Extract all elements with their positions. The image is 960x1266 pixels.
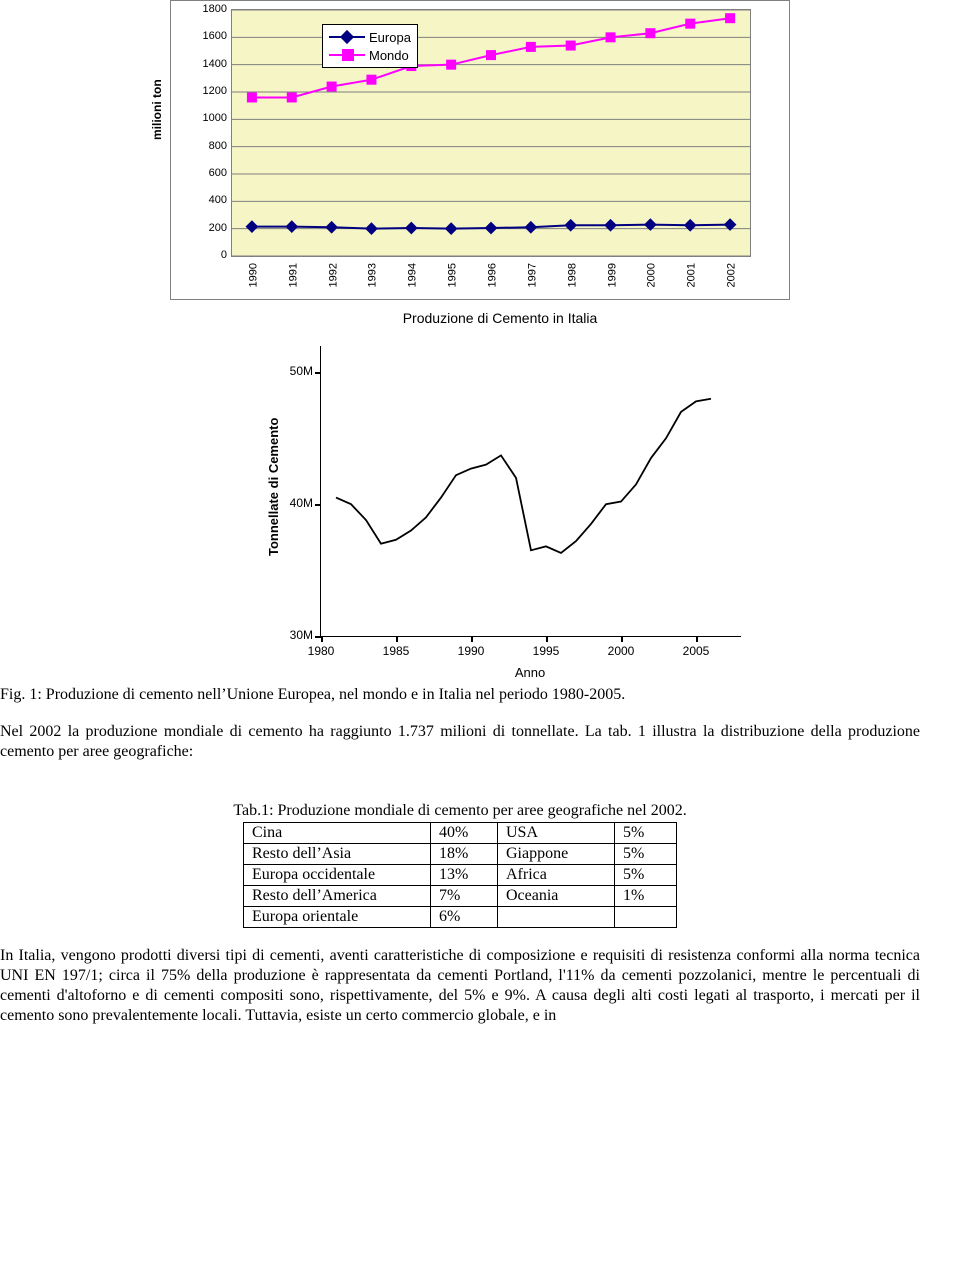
chart2-title: Produzione di Cemento in Italia	[260, 310, 740, 326]
chart2-plot-area: Tonnellate di Cemento 30M40M50M198019851…	[320, 346, 741, 637]
chart2-svg	[321, 346, 741, 636]
table-cell: USA	[498, 823, 615, 844]
paragraph-1: Nel 2002 la produzione mondiale di cemen…	[0, 722, 920, 762]
table-cell: Europa orientale	[244, 907, 431, 928]
chart1-outer-frame: Europa Mondo 0 200 400 600 800 1000 1200 1400 16…	[170, 0, 790, 300]
table-cell	[498, 907, 615, 928]
table-cell: 40%	[431, 823, 498, 844]
legend-row-mondo: Mondo	[329, 46, 411, 64]
chart1-ytick: 400	[193, 194, 227, 206]
table-row: Europa occidentale13%Africa5%	[244, 865, 677, 886]
table-cell: 13%	[431, 865, 498, 886]
table-row: Resto dell’America7%Oceania1%	[244, 886, 677, 907]
table-cell: 1%	[615, 886, 677, 907]
chart1-ylabel: milioni ton	[150, 79, 164, 140]
chart1-xtick: 1998	[566, 263, 578, 287]
chart1-ytick: 1400	[193, 58, 227, 70]
table-cell: Giappone	[498, 844, 615, 865]
chart2-xtick: 2005	[676, 644, 716, 658]
legend-row-europa: Europa	[329, 28, 411, 46]
chart1-container: milioni ton Europa Mondo 020040060080010…	[170, 0, 920, 300]
chart1-svg	[232, 10, 750, 256]
chart1-xtick: 2000	[646, 263, 658, 287]
chart1-xtick: 1995	[447, 263, 459, 287]
chart2-container: Produzione di Cemento in Italia Tonnella…	[260, 310, 740, 680]
table-cell: 5%	[615, 865, 677, 886]
table-cell: 5%	[615, 823, 677, 844]
table-row: Resto dell’Asia18%Giappone5%	[244, 844, 677, 865]
chart2-xtick: 1990	[451, 644, 491, 658]
table-row: Europa orientale6%	[244, 907, 677, 928]
table-cell: 7%	[431, 886, 498, 907]
chart2-xtick: 1980	[301, 644, 341, 658]
chart1-xtick: 1997	[526, 263, 538, 287]
chart2-xtick: 1995	[526, 644, 566, 658]
chart1-xtick: 2002	[726, 263, 738, 287]
chart1-ytick: 200	[193, 222, 227, 234]
chart1-xtick: 1994	[407, 263, 419, 287]
chart2-xtick: 1985	[376, 644, 416, 658]
paragraph-2: In Italia, vengono prodotti diversi tipi…	[0, 946, 920, 1026]
chart1-ytick: 800	[193, 140, 227, 152]
table-caption: Tab.1: Produzione mondiale di cemento pe…	[0, 802, 920, 820]
chart1-ytick: 1800	[193, 3, 227, 15]
chart2-ytick: 40M	[279, 496, 313, 510]
chart2-xlabel: Anno	[320, 665, 740, 680]
table-cell: Cina	[244, 823, 431, 844]
chart2-xtick: 2000	[601, 644, 641, 658]
table-cell: 6%	[431, 907, 498, 928]
table-production-distribution: Cina40%USA5%Resto dell’Asia18%Giappone5%…	[243, 822, 677, 928]
chart1-ytick: 1200	[193, 85, 227, 97]
legend-label-mondo: Mondo	[369, 48, 409, 63]
table-cell: Oceania	[498, 886, 615, 907]
chart1-ytick: 1000	[193, 112, 227, 124]
chart1-xtick: 1992	[327, 263, 339, 287]
chart1-legend: Europa Mondo	[322, 24, 418, 68]
chart1-xtick: 1993	[367, 263, 379, 287]
table-row: Cina40%USA5%	[244, 823, 677, 844]
chart1-xtick: 1999	[606, 263, 618, 287]
chart1-xtick: 1990	[247, 263, 259, 287]
chart1-xtick: 1996	[486, 263, 498, 287]
chart1-ytick: 1600	[193, 30, 227, 42]
table-cell	[615, 907, 677, 928]
table-cell: Europa occidentale	[244, 865, 431, 886]
chart1-ytick: 600	[193, 167, 227, 179]
chart2-ytick: 50M	[279, 364, 313, 378]
square-icon	[342, 49, 354, 61]
legend-label-europa: Europa	[369, 30, 411, 45]
table-cell: Resto dell’Asia	[244, 844, 431, 865]
chart2-ylabel: Tonnellate di Cemento	[266, 418, 281, 556]
table-cell: 5%	[615, 844, 677, 865]
chart1-plot-area: Europa Mondo	[231, 9, 751, 257]
figure-caption: Fig. 1: Produzione di cemento nell’Union…	[0, 686, 920, 704]
chart1-xtick: 2001	[686, 263, 698, 287]
table-cell: Africa	[498, 865, 615, 886]
table-cell: Resto dell’America	[244, 886, 431, 907]
table-cell: 18%	[431, 844, 498, 865]
legend-line-europa	[329, 36, 365, 38]
legend-line-mondo	[329, 54, 365, 56]
diamond-icon	[340, 30, 354, 44]
chart1-xtick: 1991	[287, 263, 299, 287]
chart1-ytick: 0	[193, 249, 227, 261]
chart2-ytick: 30M	[279, 628, 313, 642]
